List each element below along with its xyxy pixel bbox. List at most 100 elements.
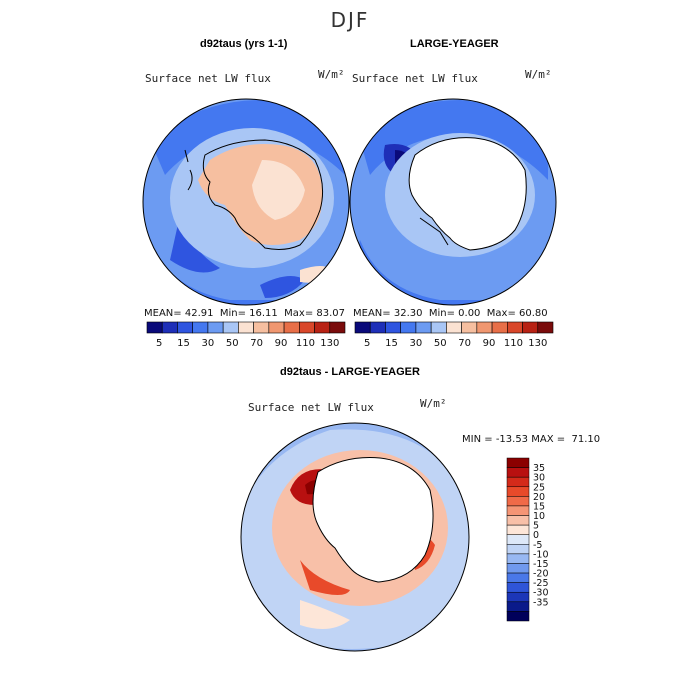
panel2-colorbar-swatch bbox=[430, 321, 447, 334]
panel1-colorbar-swatch bbox=[207, 321, 224, 334]
panel3-colorbar-swatch bbox=[506, 544, 530, 555]
panel1-colorbar-swatch bbox=[238, 321, 254, 334]
panel2-colorbar-tick-label: 90 bbox=[483, 338, 496, 349]
panel2-max-value: 60.80 bbox=[519, 308, 548, 319]
panel2-colorbar-swatch bbox=[522, 321, 539, 334]
panel2-mean-label: MEAN= bbox=[353, 308, 391, 319]
panel2-field-label: Surface net LW flux bbox=[352, 72, 478, 85]
panel1-colorbar-swatch bbox=[161, 321, 178, 334]
panel3-colorbar-swatch bbox=[506, 572, 530, 583]
panel3-colorbar-tick-label: 30 bbox=[533, 473, 545, 484]
panel3-colorbar-tick-label: 10 bbox=[533, 511, 545, 522]
panel2-title: LARGE-YEAGER bbox=[410, 38, 499, 50]
panel2-mean-value: 32.30 bbox=[393, 308, 423, 319]
panel1-max-value: 83.07 bbox=[316, 308, 346, 319]
panel3-colorbar-swatch bbox=[506, 611, 530, 622]
panel3-colorbar-tick-label: 20 bbox=[533, 492, 545, 503]
panel2-min-label: Min= bbox=[428, 308, 455, 319]
panel3-colorbar-swatch bbox=[506, 496, 530, 507]
panel2-stats: MEAN= 32.30 Min= 0.00 Max= 60.80 bbox=[353, 308, 548, 319]
panel3-colorbar-tick-label: -35 bbox=[533, 597, 549, 608]
panel2-colorbar-swatch bbox=[507, 321, 523, 334]
panel2-colorbar-tick-label: 5 bbox=[364, 338, 370, 349]
panel3-colorbar-tick-label: -5 bbox=[533, 540, 542, 551]
panel2-colorbar-swatch bbox=[476, 321, 493, 334]
panel3-max-value: 71.10 bbox=[571, 434, 601, 445]
panel1-colorbar-tick-label: 70 bbox=[250, 338, 263, 349]
panel2-min-value: 0.00 bbox=[458, 308, 481, 319]
panel2-map bbox=[349, 98, 557, 306]
panel3-colorbar-swatch bbox=[506, 582, 530, 593]
panel1-colorbar-swatch bbox=[299, 321, 315, 334]
panel1-colorbar-swatch bbox=[192, 321, 209, 334]
panel1-colorbar-tick-label: 90 bbox=[275, 338, 288, 349]
panel3-colorbar-tick-label: -30 bbox=[533, 588, 549, 599]
panel1-mean-label: MEAN= bbox=[144, 308, 182, 319]
panel2-colorbar: 5 15 30 50 70 90 110 130 bbox=[354, 321, 554, 349]
panel1-colorbar: 5 15 30 50 70 90 110 130 bbox=[146, 321, 346, 349]
panel1-field-label: Surface net LW flux bbox=[145, 72, 271, 85]
panel3-colorbar-swatch bbox=[506, 457, 530, 468]
panel3-colorbar-swatch bbox=[506, 505, 530, 516]
panel3-min-value: -13.53 bbox=[495, 434, 529, 445]
figure-title: DJF bbox=[330, 8, 370, 32]
panel1-units: W/m² bbox=[318, 68, 345, 81]
panel1-min-label: Min= bbox=[219, 308, 246, 319]
panel1-colorbar-tick-label: 110 bbox=[296, 338, 315, 349]
panel3-colorbar-tick-label: 35 bbox=[533, 463, 545, 474]
panel3-colorbar-swatch bbox=[506, 553, 530, 564]
panel1-colorbar-swatch bbox=[222, 321, 239, 334]
panel3-colorbar-tick-label: -25 bbox=[533, 578, 549, 589]
panel1-colorbar-tick-label: 130 bbox=[320, 338, 339, 349]
panel3-colorbar-tick-label: 5 bbox=[533, 521, 539, 532]
panel1-colorbar-swatch bbox=[146, 321, 163, 334]
panel3-stats: MIN = -13.53 MAX = 71.10 bbox=[462, 434, 600, 445]
panel3-colorbar-swatch bbox=[506, 534, 530, 545]
panel1-colorbar-tick-label: 50 bbox=[226, 338, 239, 349]
panel2-colorbar-tick-label: 70 bbox=[458, 338, 471, 349]
panel3-colorbar-swatch bbox=[506, 515, 530, 526]
panel3-colorbar-swatch bbox=[506, 601, 530, 612]
panel2-colorbar-tick-label: 130 bbox=[528, 338, 547, 349]
panel2-colorbar-swatch bbox=[537, 321, 554, 334]
panel3-colorbar-tick-label: -15 bbox=[533, 559, 549, 570]
panel1-map bbox=[142, 98, 350, 306]
panel3-colorbar-swatch bbox=[506, 467, 530, 478]
panel3-units: W/m² bbox=[420, 397, 447, 410]
panel3-max-label: MAX = bbox=[531, 434, 566, 445]
panel1-colorbar-tick-label: 15 bbox=[177, 338, 190, 349]
panel3-colorbar-swatch bbox=[506, 476, 530, 488]
panel1-title: d92taus (yrs 1-1) bbox=[200, 38, 288, 50]
panel3-title: d92taus - LARGE-YEAGER bbox=[280, 366, 420, 378]
panel1-colorbar-swatch bbox=[329, 321, 346, 334]
panel3-min-label: MIN = bbox=[462, 434, 493, 445]
panel2-colorbar-swatch bbox=[415, 321, 432, 334]
panel3-colorbar-tick-label: -20 bbox=[533, 569, 549, 580]
panel2-colorbar-tick-label: 15 bbox=[385, 338, 398, 349]
panel2-colorbar-swatch bbox=[400, 321, 417, 334]
panel1-colorbar-swatch bbox=[253, 321, 270, 334]
panel1-min-value: 16.11 bbox=[249, 308, 278, 319]
panel1-max-label: Max= bbox=[284, 308, 314, 319]
panel3-colorbar-tick-label: 25 bbox=[533, 482, 545, 493]
panel2-colorbar-tick-label: 50 bbox=[434, 338, 447, 349]
panel2-colorbar-swatch bbox=[491, 321, 508, 334]
panel3-field-label: Surface net LW flux bbox=[248, 401, 374, 414]
panel1-colorbar-swatch bbox=[268, 321, 285, 334]
panel3-colorbar-swatch bbox=[506, 524, 530, 535]
panel1-colorbar-tick-label: 5 bbox=[156, 338, 162, 349]
panel2-max-label: Max= bbox=[486, 308, 516, 319]
panel2-colorbar-swatch bbox=[354, 321, 371, 334]
panel2-units: W/m² bbox=[525, 68, 552, 81]
panel1-mean-value: 42.91 bbox=[184, 308, 214, 319]
panel3-colorbar-swatch bbox=[506, 591, 530, 603]
panel3-colorbar-tick-label: 15 bbox=[533, 501, 545, 512]
panel3-colorbar-swatch bbox=[506, 486, 530, 497]
panel1-colorbar-swatch bbox=[283, 321, 300, 334]
panel2-colorbar-swatch bbox=[385, 321, 401, 334]
panel2-colorbar-tick-label: 30 bbox=[410, 338, 423, 349]
panel2-colorbar-tick-label: 110 bbox=[504, 338, 523, 349]
panel2-colorbar-swatch bbox=[369, 321, 386, 334]
